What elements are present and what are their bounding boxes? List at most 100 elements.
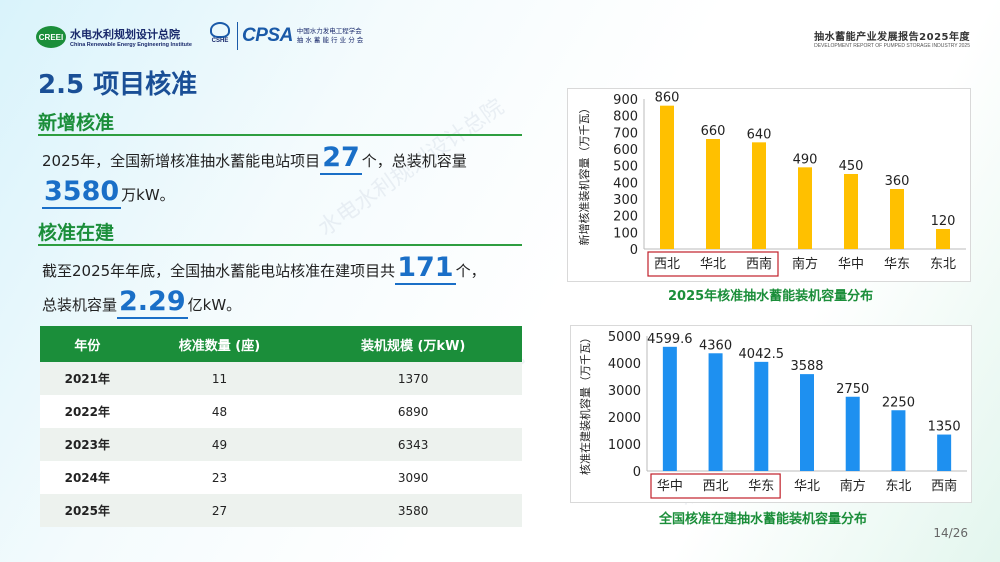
y-tick-label: 0	[633, 465, 641, 480]
cpsa-line1: 中国水力发电工程学会	[296, 27, 362, 35]
cell-capacity: 1370	[304, 362, 522, 395]
y-tick-label: 2000	[608, 411, 641, 426]
cell-capacity: 3580	[304, 494, 522, 527]
highlight-box	[647, 251, 779, 277]
data-label: 360	[885, 174, 910, 189]
bar	[752, 142, 766, 249]
bar	[660, 105, 674, 250]
bar	[706, 139, 720, 249]
data-label: 4042.5	[739, 347, 785, 362]
org-name-en: China Renewable Energy Engineering Insti…	[70, 42, 192, 48]
cell-count: 11	[134, 362, 305, 395]
under-construction-heading: 核准在建	[38, 222, 115, 244]
table-row: 2021年 11 1370	[40, 362, 522, 395]
new-approval-capacity: 3580	[42, 176, 122, 209]
under-construction-line1: 截至2025年年底，全国抽水蓄能电站核准在建项目共171 个，	[42, 252, 486, 285]
x-tick-label: 东北	[930, 257, 956, 272]
y-tick-label: 3000	[608, 384, 641, 399]
x-tick-label: 华中	[657, 479, 683, 494]
y-tick-label: 4000	[608, 357, 641, 372]
approval-table: 年份 核准数量 (座) 装机规模 (万kW) 2021年 11 1370 202…	[40, 326, 522, 527]
data-label: 4360	[699, 338, 732, 353]
chart-new-approval-title: 2025年核准抽水蓄能装机容量分布	[668, 289, 874, 304]
column-header-capacity: 装机规模 (万kW)	[304, 326, 522, 362]
x-tick-label: 华中	[838, 257, 864, 272]
x-tick-label: 华东	[748, 479, 774, 494]
bar	[936, 229, 950, 249]
y-tick-label: 1000	[608, 438, 641, 453]
table-row: 2025年 27 3580	[40, 494, 522, 527]
x-tick-label: 西北	[703, 479, 729, 494]
under-construction-count: 171	[395, 252, 456, 285]
column-header-count: 核准数量 (座)	[134, 326, 305, 362]
cpsa-logo: CSHE CPSA 中国水力发电工程学会 抽 水 蓄 能 行 业 分 会	[207, 22, 363, 50]
new-approval-line1: 2025年，全国新增核准抽水蓄能电站项目27 个，总装机容量	[42, 142, 467, 175]
chart-under-construction: 核准在建装机容量（万千瓦） 0 1000 2000 3000 4000 5000 4599.6…	[578, 330, 967, 499]
cell-capacity: 6890	[304, 395, 522, 428]
bar	[844, 174, 858, 249]
divider	[38, 244, 522, 246]
org-name: 水电水利规划设计总院	[70, 28, 180, 41]
data-label: 3588	[790, 359, 823, 374]
highlight-box	[650, 473, 781, 499]
cell-count: 23	[134, 461, 305, 494]
data-label: 490	[793, 152, 818, 167]
y-tick-label: 700	[613, 126, 638, 141]
data-label: 120	[931, 214, 956, 229]
y-tick-label: 900	[613, 93, 638, 108]
bar	[800, 374, 814, 471]
divider	[38, 134, 522, 136]
x-tick-label: 华北	[700, 257, 726, 272]
bar	[708, 353, 723, 471]
bar	[937, 434, 952, 471]
report-title-block: 抽水蓄能产业发展报告2025年度 DEVELOPMENT REPORT OF P…	[814, 28, 970, 49]
y-tick-label: 200	[613, 210, 638, 225]
page-number: 14/26	[933, 526, 968, 540]
cpsa-label: CPSA	[242, 25, 293, 46]
x-tick-label: 西南	[746, 256, 772, 272]
y-tick-label: 400	[613, 176, 638, 191]
data-label: 640	[747, 127, 772, 142]
new-approval-heading: 新增核准	[38, 112, 115, 134]
cell-year: 2024年	[40, 461, 135, 494]
data-label: 450	[839, 159, 864, 174]
x-tick-label: 西北	[654, 257, 680, 272]
chart-under-construction-panel: 核准在建装机容量（万千瓦） 0 1000 2000 3000 4000 5000 4599.6…	[570, 325, 972, 503]
page-title: 2.5 项目核准	[38, 70, 198, 100]
bar	[891, 410, 906, 471]
report-title: 抽水蓄能产业发展报告2025年度	[814, 32, 970, 43]
cell-capacity: 6343	[304, 428, 522, 461]
cell-year: 2025年	[40, 494, 135, 527]
under-construction-line2: 总装机容量2.29 亿kW。	[42, 286, 242, 319]
column-header-year: 年份	[40, 326, 135, 362]
bar	[798, 167, 812, 249]
chart-under-construction-title: 全国核准在建抽水蓄能装机容量分布	[659, 512, 868, 527]
y-tick-label: 0	[630, 243, 638, 258]
cell-count: 49	[134, 428, 305, 461]
table-row: 2024年 23 3090	[40, 461, 522, 494]
table-row: 2023年 49 6343	[40, 428, 522, 461]
report-title-en: DEVELOPMENT REPORT OF PUMPED STORAGE IND…	[814, 43, 970, 49]
bar	[890, 189, 904, 249]
data-label: 1350	[928, 420, 961, 435]
y-tick-label: 500	[613, 160, 638, 175]
bar	[662, 346, 677, 471]
y-tick-label: 800	[613, 110, 638, 125]
cell-count: 27	[134, 494, 305, 527]
cell-year: 2022年	[40, 395, 135, 428]
cell-count: 48	[134, 395, 305, 428]
y-tick-label: 100	[613, 226, 638, 241]
cell-capacity: 3090	[304, 461, 522, 494]
x-tick-label: 华东	[884, 257, 910, 272]
bar	[754, 361, 769, 471]
table-header-row: 年份 核准数量 (座) 装机规模 (万kW)	[40, 326, 522, 362]
data-label: 2750	[836, 382, 869, 397]
y-tick-label: 300	[613, 193, 638, 208]
org-logo: CREEI 水电水利规划设计总院 China Renewable Energy …	[36, 26, 192, 48]
y-axis-label: 新增核准装机容量（万千瓦）	[577, 103, 591, 246]
under-construction-capacity: 2.29	[117, 286, 188, 319]
x-tick-label: 南方	[792, 256, 818, 272]
new-approval-count: 27	[320, 142, 362, 175]
x-tick-label: 西南	[931, 478, 957, 494]
